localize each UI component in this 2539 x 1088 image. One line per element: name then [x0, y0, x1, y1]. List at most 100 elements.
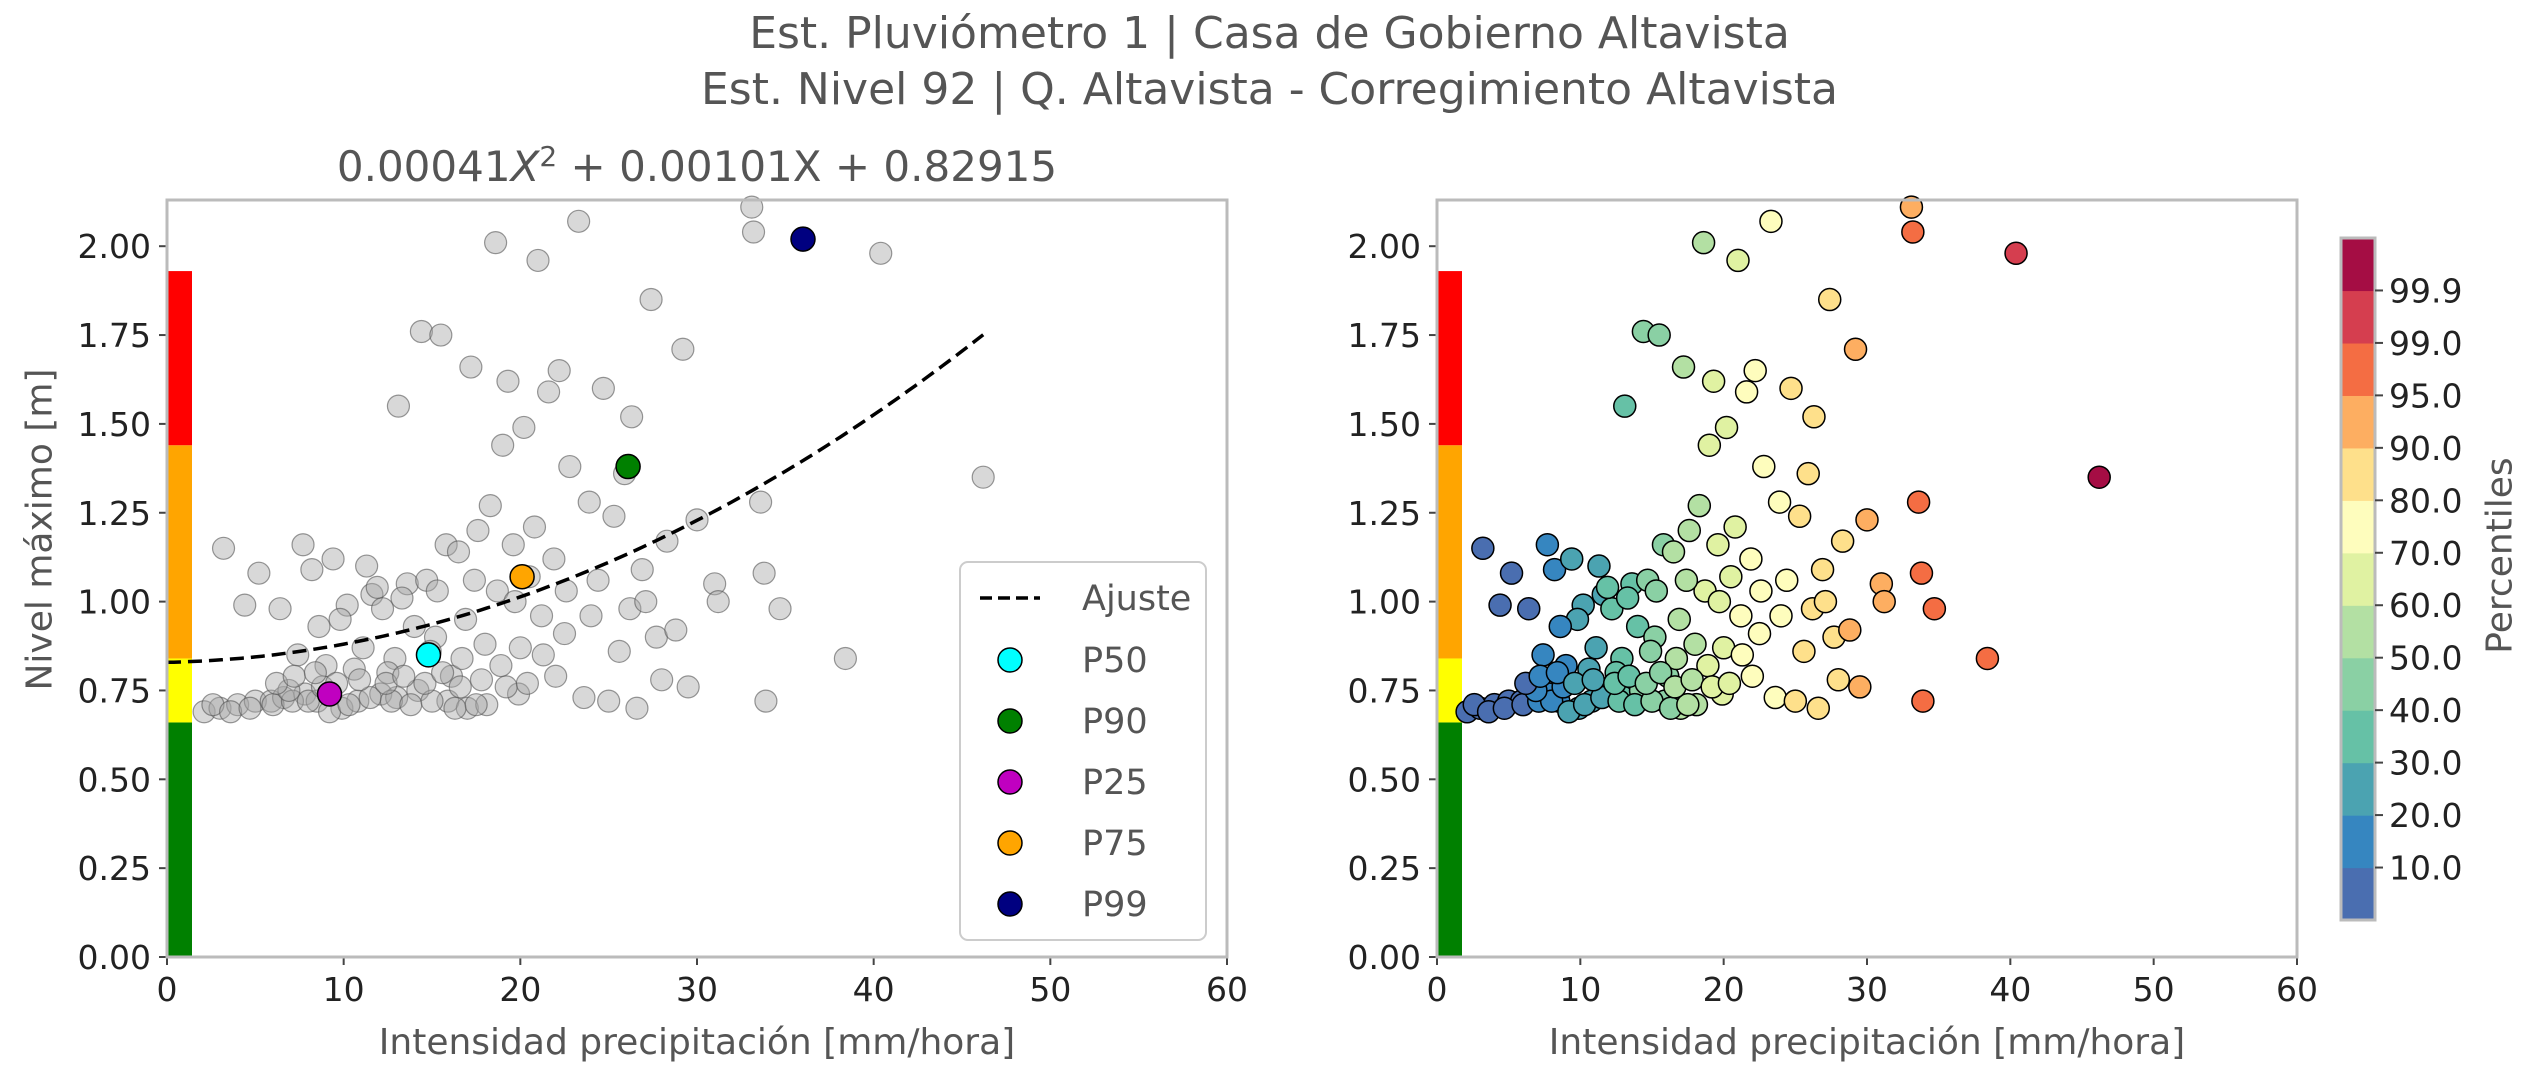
data-point	[586, 568, 610, 592]
y-tick-label: 1.75	[78, 316, 151, 355]
colorbar-tick-label: 90.0	[2389, 429, 2462, 468]
colorbar-tick-label: 40.0	[2389, 691, 2462, 730]
legend-label-fit: Ajuste	[1082, 579, 1191, 619]
data-point	[201, 693, 225, 717]
fit-equation-title: 0.00041X2 + 0.00101X + 0.82915	[167, 140, 1227, 191]
x-tick-label: 0	[157, 970, 178, 1009]
data-point	[1901, 220, 1925, 244]
y-tick-label: 0.50	[1348, 760, 1421, 799]
data-point	[1691, 230, 1716, 255]
data-point	[1909, 561, 1934, 585]
colorbar-segment	[2341, 867, 2375, 921]
data-point	[512, 415, 536, 440]
data-point	[577, 490, 601, 514]
data-point	[1717, 671, 1742, 696]
data-point	[370, 597, 395, 621]
data-point	[453, 607, 478, 631]
data-point	[650, 668, 674, 692]
threshold-band-3	[168, 271, 192, 446]
colorbar-tick-label: 20.0	[2389, 796, 2462, 835]
data-point	[211, 536, 236, 560]
data-point	[1806, 696, 1831, 720]
y-tick-label: 0.00	[1348, 938, 1421, 977]
marker-p75	[509, 563, 535, 590]
data-point	[342, 657, 366, 681]
colorbar-tick-label: 70.0	[2389, 534, 2462, 573]
data-point	[485, 579, 509, 603]
data-point	[1499, 561, 1524, 585]
marker-p90	[615, 453, 641, 480]
data-point	[703, 572, 727, 596]
data-point	[219, 700, 243, 724]
data-point	[1587, 554, 1611, 578]
data-point	[1759, 209, 1783, 234]
data-point	[1613, 394, 1637, 418]
data-point	[552, 621, 577, 646]
x-tick-label: 30	[1846, 970, 1888, 1009]
data-point	[1792, 639, 1816, 664]
y-tick-label: 0.25	[78, 849, 151, 888]
threshold-band-0	[1438, 722, 1462, 957]
colorbar-segment	[2341, 395, 2375, 449]
data-point	[1749, 579, 1773, 603]
colorbar-tick-label: 50.0	[2389, 639, 2462, 678]
data-point	[558, 454, 582, 479]
data-point	[1730, 643, 1755, 667]
y-tick-label: 2.00	[78, 227, 151, 266]
data-point	[1872, 589, 1896, 614]
data-point	[1647, 323, 1671, 347]
data-point	[591, 376, 615, 400]
data-point	[1906, 490, 1931, 514]
data-point	[630, 558, 654, 582]
data-point	[1843, 337, 1868, 362]
data-point	[741, 220, 766, 244]
data-point	[1559, 547, 1584, 571]
data-point	[355, 554, 379, 578]
data-point	[450, 646, 474, 671]
data-point	[1810, 557, 1835, 582]
marker-p25	[316, 681, 343, 707]
data-point	[392, 664, 416, 688]
data-point	[484, 231, 508, 255]
data-point	[399, 693, 423, 717]
colorbar-tick-label: 95.0	[2389, 376, 2462, 415]
data-point	[1683, 632, 1707, 656]
y-tick-label: 1.00	[78, 583, 151, 622]
data-point	[303, 661, 327, 685]
data-point	[1697, 433, 1722, 457]
data-point	[639, 287, 663, 312]
y-tick-label: 0.75	[78, 671, 151, 710]
data-point	[752, 561, 776, 585]
data-point	[264, 671, 289, 695]
data-point	[277, 678, 301, 703]
legend-label: P25	[1082, 763, 1148, 803]
data-point	[1545, 660, 1570, 685]
data-point	[833, 646, 858, 671]
colorbar-tick-label: 99.9	[2389, 271, 2462, 310]
colorbar-tick-label: 10.0	[2389, 849, 2462, 888]
data-point	[1471, 536, 1495, 561]
threshold-band-0	[168, 722, 192, 957]
colorbar-segment	[2341, 605, 2375, 659]
data-point	[347, 668, 372, 692]
data-point	[286, 643, 310, 667]
data-point	[1739, 547, 1763, 571]
data-point	[1531, 643, 1555, 667]
data-point	[1677, 518, 1702, 543]
y-tick-label: 1.50	[78, 405, 151, 444]
colorbar-tick-label: 99.0	[2389, 324, 2462, 363]
data-point	[1714, 415, 1739, 440]
y-tick-label: 1.25	[78, 494, 151, 533]
y-tick-label: 1.25	[1348, 494, 1421, 533]
legend-marker-p90	[997, 708, 1023, 734]
data-point	[496, 369, 520, 393]
data-point	[536, 380, 561, 404]
data-point	[1899, 195, 1924, 219]
data-point	[1975, 646, 2000, 671]
data-point	[238, 696, 262, 720]
data-point	[374, 671, 398, 695]
data-point	[1676, 692, 1700, 717]
data-point	[544, 664, 568, 688]
colorbar-tick-label: 60.0	[2389, 586, 2462, 625]
data-point	[365, 575, 389, 599]
